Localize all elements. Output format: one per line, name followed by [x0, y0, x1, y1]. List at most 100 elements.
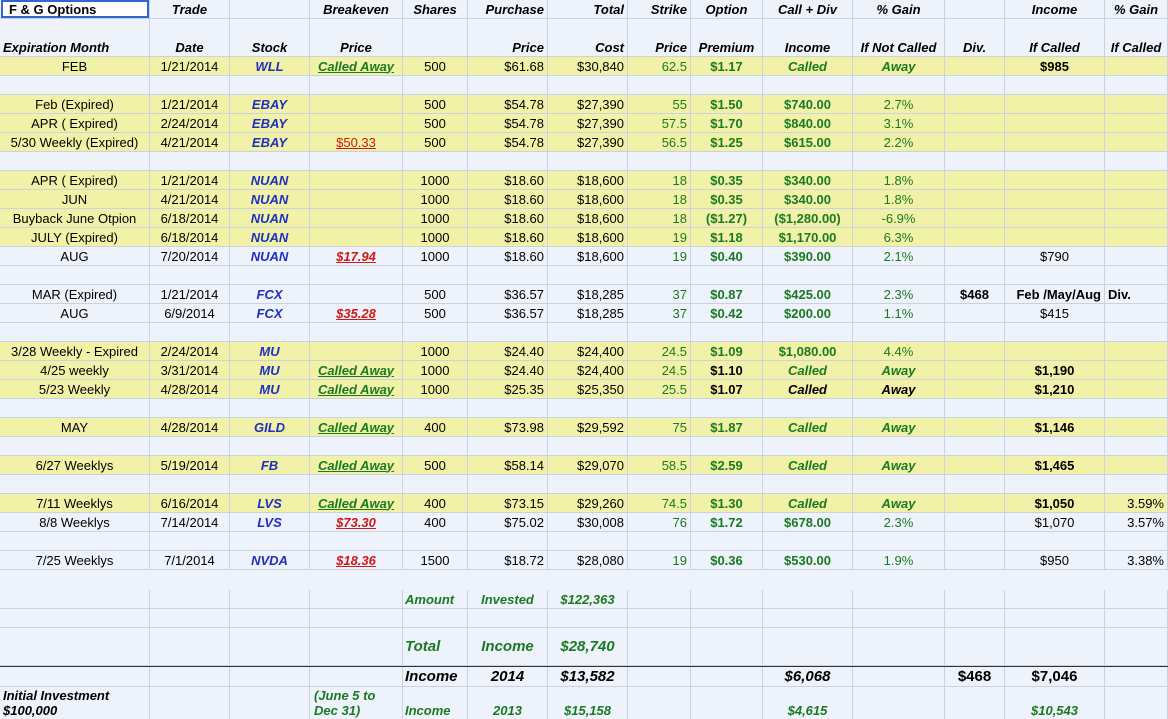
- cell-div[interactable]: [945, 57, 1005, 75]
- cell-total-cost[interactable]: $18,285: [548, 304, 628, 322]
- cell-shares[interactable]: 1000: [403, 190, 468, 208]
- cell-total-cost[interactable]: [548, 437, 628, 455]
- cell-income-if-called[interactable]: $790: [1005, 247, 1105, 265]
- cell-income-if-called[interactable]: $1,465: [1005, 456, 1105, 474]
- cell-trade-date[interactable]: [150, 266, 230, 284]
- cell-total-cost[interactable]: $30,840: [548, 57, 628, 75]
- cell-income-if-called[interactable]: $1,210: [1005, 380, 1105, 398]
- cell-trade-date[interactable]: 6/18/2014: [150, 209, 230, 227]
- cell-option-premium[interactable]: $1.10: [691, 361, 763, 379]
- cell-gain-not-called[interactable]: Away: [853, 361, 945, 379]
- cell-stock[interactable]: [230, 76, 310, 94]
- cell-option-premium[interactable]: [691, 532, 763, 550]
- cell-gain-if-called[interactable]: [1105, 399, 1168, 417]
- cell-option-premium[interactable]: $1.70: [691, 114, 763, 132]
- cell-gain-not-called[interactable]: 1.1%: [853, 304, 945, 322]
- cell-purchase-price[interactable]: [468, 76, 548, 94]
- cell-option-premium[interactable]: $1.30: [691, 494, 763, 512]
- cell-option-premium[interactable]: $2.59: [691, 456, 763, 474]
- cell-gain-if-called[interactable]: [1105, 266, 1168, 284]
- cell-shares[interactable]: 1000: [403, 342, 468, 360]
- cell-breakeven[interactable]: [310, 532, 403, 550]
- cell-breakeven[interactable]: Called Away: [310, 57, 403, 75]
- cell-stock[interactable]: LVS: [230, 494, 310, 512]
- cell-shares[interactable]: [403, 323, 468, 341]
- cell-income-if-called[interactable]: $950: [1005, 551, 1105, 569]
- cell-option-premium[interactable]: [691, 266, 763, 284]
- cell-expiration[interactable]: APR ( Expired): [0, 114, 150, 132]
- cell-gain-if-called[interactable]: [1105, 247, 1168, 265]
- cell-stock[interactable]: LVS: [230, 513, 310, 531]
- cell-gain-if-called[interactable]: 3.38%: [1105, 551, 1168, 569]
- cell-trade-date[interactable]: 2/24/2014: [150, 342, 230, 360]
- cell-total-cost[interactable]: $24,400: [548, 342, 628, 360]
- cell-income-if-called[interactable]: $1,050: [1005, 494, 1105, 512]
- cell-gain-if-called[interactable]: [1105, 95, 1168, 113]
- cell-stock[interactable]: MU: [230, 380, 310, 398]
- cell-stock[interactable]: NUAN: [230, 171, 310, 189]
- cell-strike-price[interactable]: 74.5: [628, 494, 691, 512]
- cell-gain-not-called[interactable]: 4.4%: [853, 342, 945, 360]
- cell-total-cost[interactable]: [548, 266, 628, 284]
- cell-total-cost[interactable]: [548, 532, 628, 550]
- cell-income-if-called[interactable]: $1,146: [1005, 418, 1105, 436]
- cell-stock[interactable]: WLL: [230, 57, 310, 75]
- cell-gain-not-called[interactable]: [853, 323, 945, 341]
- cell-div[interactable]: [945, 342, 1005, 360]
- cell-shares[interactable]: 500: [403, 285, 468, 303]
- cell-total-cost[interactable]: [548, 475, 628, 493]
- cell-call-div-income[interactable]: [763, 323, 853, 341]
- cell-stock[interactable]: EBAY: [230, 95, 310, 113]
- cell-call-div-income[interactable]: $425.00: [763, 285, 853, 303]
- cell-stock[interactable]: FCX: [230, 285, 310, 303]
- cell-call-div-income[interactable]: Called: [763, 456, 853, 474]
- cell-trade-date[interactable]: [150, 323, 230, 341]
- cell-shares[interactable]: 1000: [403, 380, 468, 398]
- cell-gain-if-called[interactable]: [1105, 228, 1168, 246]
- cell-option-premium[interactable]: $1.87: [691, 418, 763, 436]
- cell-expiration[interactable]: MAR (Expired): [0, 285, 150, 303]
- cell-strike-price[interactable]: [628, 399, 691, 417]
- cell-stock[interactable]: NUAN: [230, 190, 310, 208]
- cell-stock[interactable]: [230, 323, 310, 341]
- cell-call-div-income[interactable]: $530.00: [763, 551, 853, 569]
- cell-total-cost[interactable]: $29,070: [548, 456, 628, 474]
- cell-expiration[interactable]: 5/30 Weekly (Expired): [0, 133, 150, 151]
- cell-purchase-price[interactable]: $18.72: [468, 551, 548, 569]
- cell-purchase-price[interactable]: $18.60: [468, 247, 548, 265]
- cell-gain-if-called[interactable]: [1105, 114, 1168, 132]
- cell-strike-price[interactable]: 18: [628, 171, 691, 189]
- cell-purchase-price[interactable]: $73.98: [468, 418, 548, 436]
- cell-option-premium[interactable]: $1.09: [691, 342, 763, 360]
- cell-expiration[interactable]: [0, 437, 150, 455]
- cell-purchase-price[interactable]: $58.14: [468, 456, 548, 474]
- cell-shares[interactable]: 500: [403, 114, 468, 132]
- cell-gain-if-called[interactable]: [1105, 304, 1168, 322]
- cell-strike-price[interactable]: 18: [628, 190, 691, 208]
- cell-breakeven[interactable]: $73.30: [310, 513, 403, 531]
- cell-breakeven[interactable]: [310, 114, 403, 132]
- cell-purchase-price[interactable]: [468, 323, 548, 341]
- cell-gain-if-called[interactable]: [1105, 380, 1168, 398]
- cell-expiration[interactable]: [0, 152, 150, 170]
- cell-stock[interactable]: [230, 399, 310, 417]
- cell-gain-if-called[interactable]: [1105, 209, 1168, 227]
- cell-option-premium[interactable]: $0.35: [691, 171, 763, 189]
- cell-strike-price[interactable]: 24.5: [628, 342, 691, 360]
- cell-total-cost[interactable]: $18,600: [548, 247, 628, 265]
- cell-div[interactable]: [945, 323, 1005, 341]
- cell-shares[interactable]: 500: [403, 304, 468, 322]
- cell-option-premium[interactable]: $1.18: [691, 228, 763, 246]
- cell-income-if-called[interactable]: [1005, 437, 1105, 455]
- cell-expiration[interactable]: 7/25 Weeklys: [0, 551, 150, 569]
- cell-income-if-called[interactable]: [1005, 133, 1105, 151]
- cell-option-premium[interactable]: [691, 437, 763, 455]
- cell-breakeven[interactable]: Called Away: [310, 494, 403, 512]
- cell-expiration[interactable]: 6/27 Weeklys: [0, 456, 150, 474]
- cell-breakeven[interactable]: [310, 475, 403, 493]
- cell-purchase-price[interactable]: [468, 532, 548, 550]
- cell-expiration[interactable]: JULY (Expired): [0, 228, 150, 246]
- cell-expiration[interactable]: Feb (Expired): [0, 95, 150, 113]
- cell-trade-date[interactable]: [150, 475, 230, 493]
- cell-option-premium[interactable]: $1.25: [691, 133, 763, 151]
